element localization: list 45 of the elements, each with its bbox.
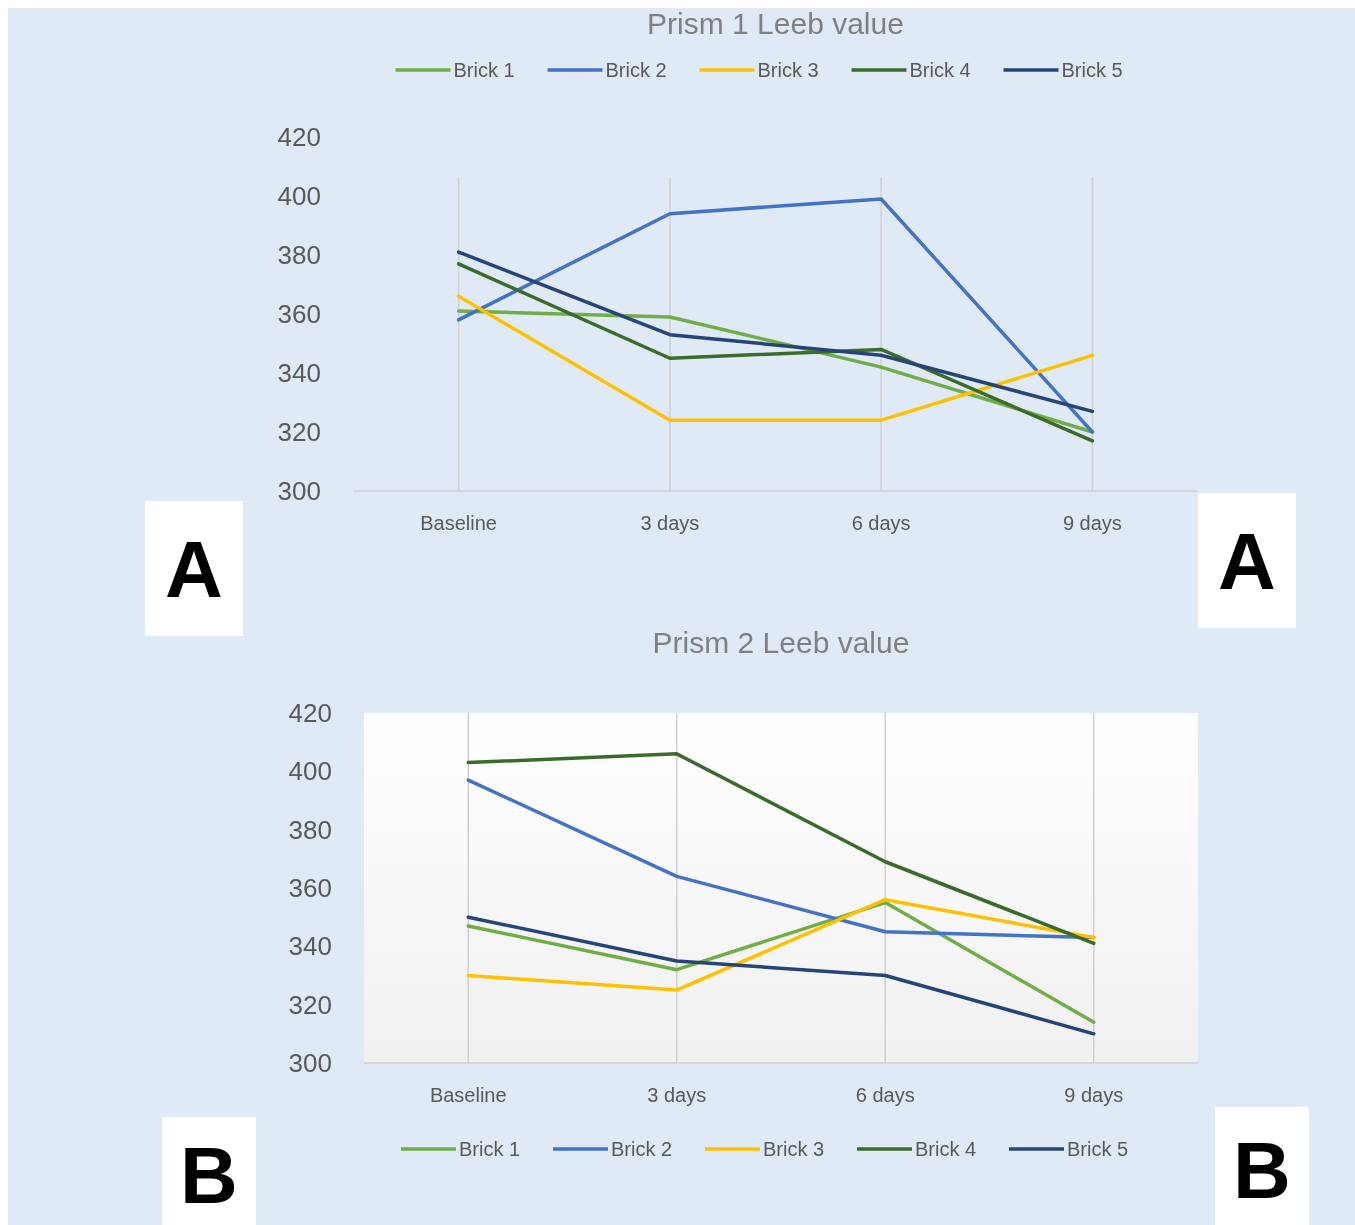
legend-label: Brick 1 [453, 59, 515, 81]
line-series [456, 250, 1095, 414]
x-tick-label: 6 days [851, 512, 911, 534]
y-tick-label: 400 [288, 756, 332, 787]
y-tick-label: 380 [288, 814, 332, 845]
x-tick-label: 9 days [1064, 1084, 1124, 1106]
y-tick-label: 380 [277, 240, 321, 271]
legend-label: Brick 2 [611, 1138, 673, 1160]
line-series [466, 900, 1096, 1024]
line-series [456, 197, 1095, 434]
legend-label: Brick 4 [915, 1138, 977, 1160]
y-tick-label: 320 [277, 417, 321, 448]
text: B [180, 1131, 238, 1220]
text: A [165, 524, 223, 614]
y-tick-label: 300 [288, 1048, 332, 1079]
chart-title: Prism 2 Leeb value [652, 626, 910, 659]
x-tick-label: 3 days [647, 1084, 707, 1106]
legend-label: Brick 3 [763, 1138, 825, 1160]
x-tick-label: 3 days [640, 512, 700, 534]
y-tick-label: 360 [277, 299, 321, 330]
legend-label: Brick 3 [757, 59, 819, 81]
y-tick-label: 400 [277, 181, 321, 212]
x-tick-label: 6 days [855, 1084, 915, 1106]
y-tick-label: 360 [288, 873, 332, 904]
line-series [466, 897, 1096, 992]
line-series [456, 262, 1095, 443]
legend-label: Brick 5 [1067, 1138, 1129, 1160]
y-tick-label: 340 [288, 931, 332, 962]
text: B [1233, 1126, 1291, 1215]
x-tick-label: 9 days [1062, 512, 1122, 534]
legend-label: Brick 2 [605, 59, 667, 81]
legend-label: Brick 4 [909, 59, 971, 81]
line-series [466, 752, 1096, 946]
line-series [466, 915, 1096, 1036]
y-tick-label: 420 [288, 698, 332, 729]
y-tick-label: 300 [277, 476, 321, 507]
y-tick-label: 420 [277, 122, 321, 153]
legend-label: Brick 1 [459, 1138, 521, 1160]
text: A [1218, 516, 1276, 606]
y-tick-label: 320 [288, 989, 332, 1020]
chart-title: Prism 1 Leeb value [647, 7, 904, 40]
legend-label: Brick 5 [1061, 59, 1123, 81]
x-tick-label: Baseline [420, 512, 497, 534]
y-tick-label: 340 [277, 358, 321, 389]
x-tick-label: Baseline [429, 1084, 507, 1106]
